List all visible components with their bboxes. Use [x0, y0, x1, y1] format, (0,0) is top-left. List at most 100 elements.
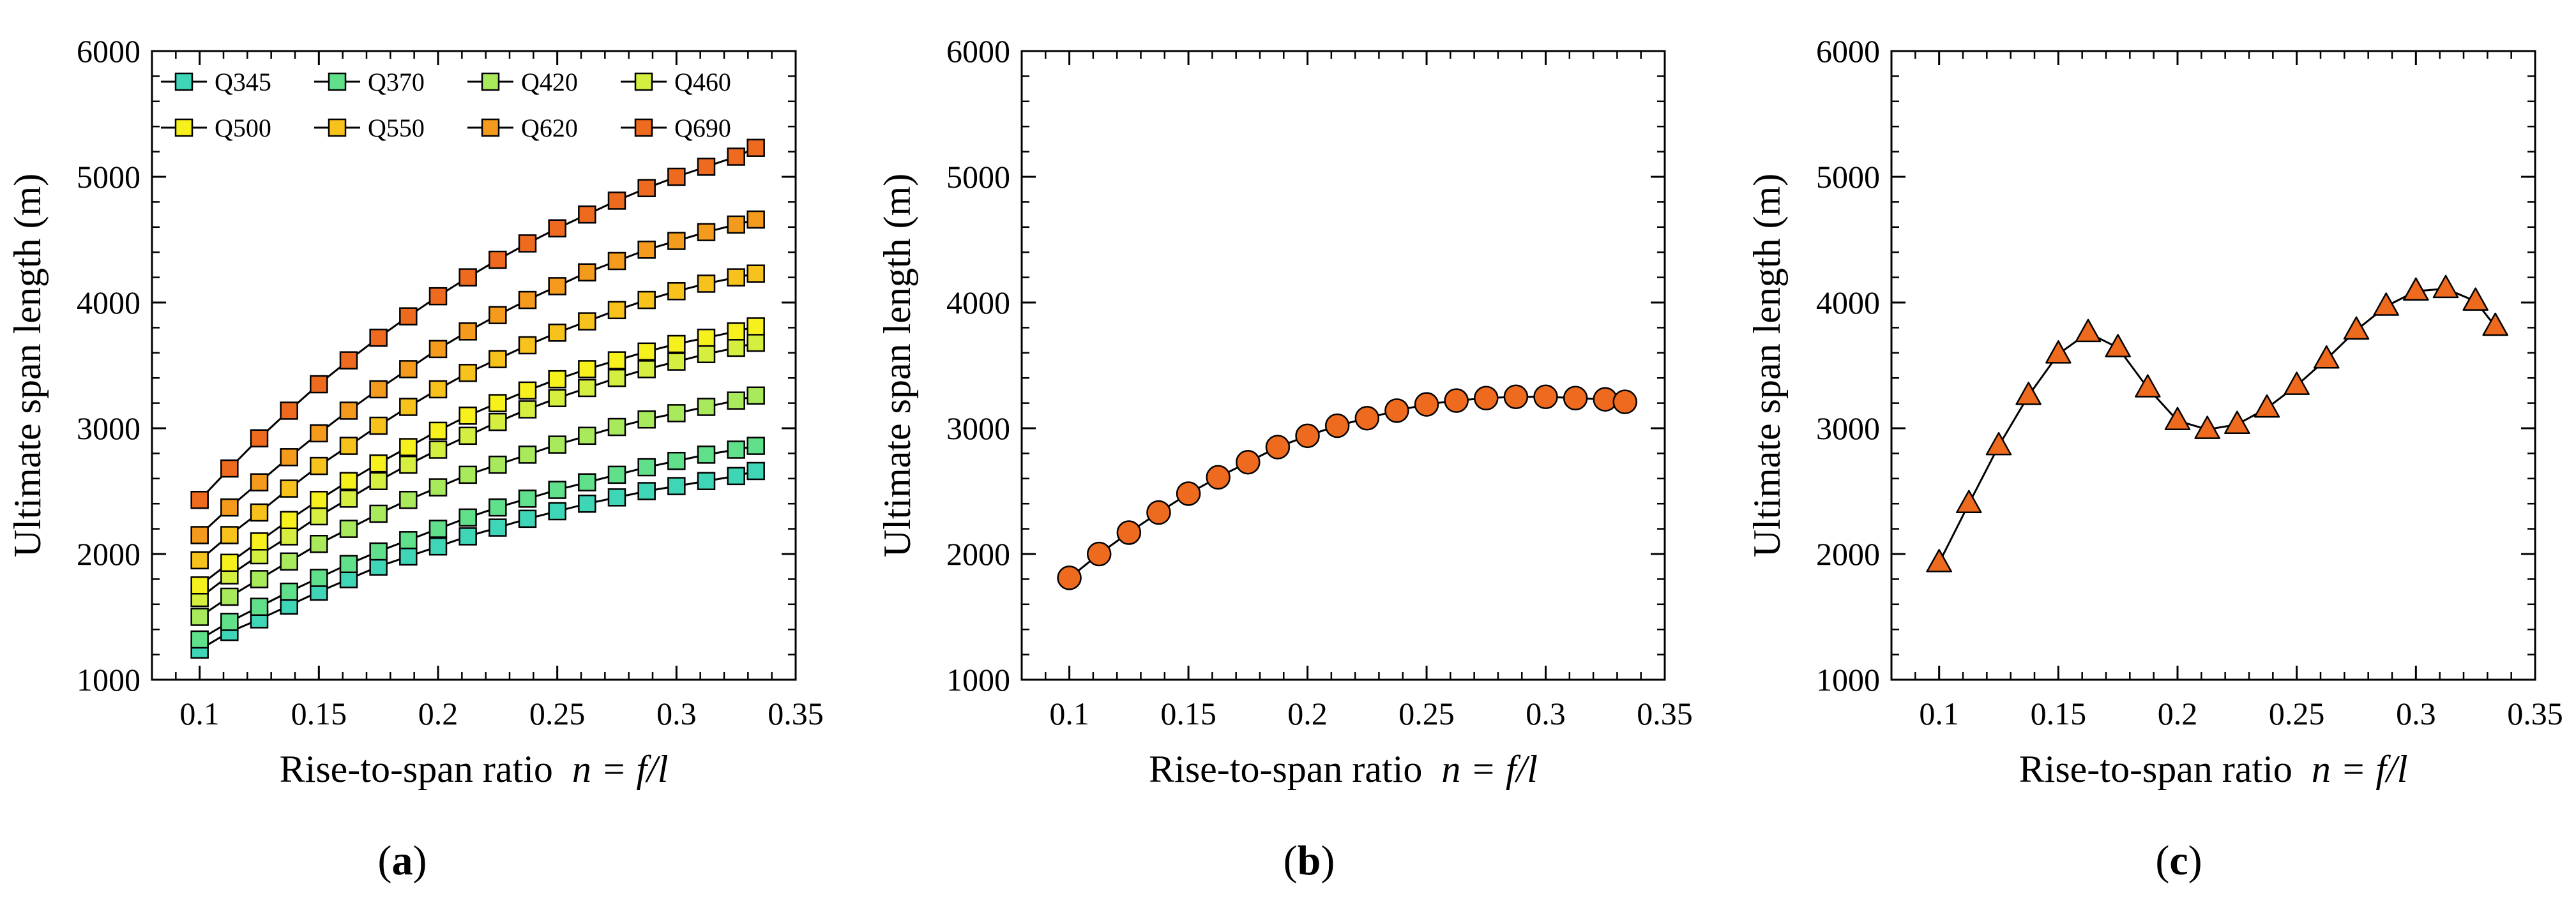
data-point [518, 381, 537, 400]
data-point [458, 364, 477, 382]
panel-label-letter: b [1298, 837, 1321, 884]
data-point [1414, 392, 1439, 417]
data-point [607, 368, 626, 387]
data-point [428, 340, 448, 359]
legend-item: Q460 [621, 68, 731, 96]
data-point [1295, 423, 1320, 449]
y-tick-label: 4000 [946, 285, 1010, 320]
legend-marker [481, 72, 500, 91]
data-point [369, 542, 388, 561]
data-point [489, 412, 507, 431]
series-q370 [190, 437, 765, 649]
data-point [548, 502, 566, 521]
data-point [2373, 292, 2399, 316]
x-tick-label: 0.25 [1398, 696, 1455, 731]
data-point [458, 426, 477, 445]
legend-label: Q620 [521, 114, 578, 142]
data-point [607, 251, 626, 271]
data-point [667, 167, 686, 186]
data-point [250, 429, 269, 448]
x-axis-label-math: n = f/l [1441, 748, 1538, 790]
x-axis-label: Rise-to-span ratio n = f/l [1149, 748, 1538, 790]
legend-label: Q550 [368, 114, 425, 142]
y-tick-label: 3000 [946, 410, 1010, 446]
data-point [607, 351, 626, 370]
data-point [518, 490, 537, 508]
data-point [250, 570, 269, 588]
data-point [2314, 345, 2340, 369]
y-tick-label: 5000 [946, 159, 1010, 195]
data-point [2462, 287, 2489, 311]
data-point [727, 467, 745, 486]
data-point [2284, 371, 2310, 395]
y-tick-label: 4000 [77, 285, 140, 320]
data-point [310, 534, 328, 553]
data-point [727, 440, 745, 459]
data-point [489, 518, 507, 537]
x-axis-label-text: Rise-to-span ratio [280, 748, 553, 790]
x-tick-label: 0.25 [2269, 696, 2325, 731]
x-tick-label: 0.2 [2158, 696, 2198, 731]
panel-label-close: ) [2188, 837, 2202, 884]
data-point [578, 473, 596, 491]
y-tick-label: 6000 [1816, 33, 1880, 69]
data-point [2403, 277, 2429, 301]
y-tick-label: 3000 [77, 410, 140, 446]
panel-label-open: ( [2155, 837, 2169, 884]
data-point [667, 352, 686, 371]
data-point [280, 401, 298, 420]
data-point [518, 445, 537, 464]
data-point [746, 333, 765, 352]
legend-item: Q620 [467, 114, 578, 142]
data-point [2194, 415, 2220, 439]
data-point [697, 472, 716, 490]
plot-frame [1020, 50, 1666, 681]
plot-frame [1890, 50, 2536, 681]
data-point [369, 416, 388, 435]
data-point [399, 547, 418, 566]
data-point [250, 532, 269, 551]
data-point [1444, 388, 1469, 413]
data-point [2432, 274, 2459, 299]
y-tick-label: 2000 [1816, 536, 1880, 572]
y-axis-label: Ultimate span length (m) [6, 174, 49, 558]
data-point [667, 477, 686, 495]
x-tick-label: 0.3 [656, 696, 697, 731]
data-point [548, 277, 566, 296]
series-q620 [190, 210, 765, 544]
x-tick-label: 0.3 [2396, 696, 2436, 731]
data-point [727, 322, 745, 341]
data-point [746, 138, 765, 157]
data-point [518, 509, 537, 528]
data-point [1265, 435, 1291, 460]
data-point [369, 504, 388, 523]
data-point [697, 223, 716, 241]
data-point [746, 264, 765, 283]
data-point [250, 503, 269, 522]
panel-label: (a) [378, 837, 427, 884]
y-axis-label: Ultimate span length (m) [1746, 174, 1788, 558]
data-point [667, 232, 686, 250]
x-tick-label: 0.1 [179, 696, 220, 731]
data-point [746, 461, 765, 481]
legend-marker [328, 72, 347, 91]
data-point [339, 490, 358, 508]
data-point [727, 147, 745, 166]
data-point [220, 587, 239, 606]
data-point [1354, 405, 1380, 431]
data-point [369, 454, 388, 473]
data-point [548, 219, 566, 238]
data-point [489, 250, 507, 269]
y-tick-label: 2000 [77, 536, 140, 572]
x-axis-label-math: n = f/l [572, 748, 669, 790]
y-tick-label: 5000 [77, 159, 140, 195]
data-point [518, 336, 537, 355]
legend-marker [328, 118, 347, 137]
data-point [697, 157, 716, 176]
series-q420 [190, 386, 765, 626]
x-tick-label: 0.15 [1160, 696, 1216, 731]
data-point [399, 307, 418, 326]
data-point [280, 527, 298, 546]
data-point [2224, 410, 2250, 434]
series-0 [1926, 274, 2508, 572]
